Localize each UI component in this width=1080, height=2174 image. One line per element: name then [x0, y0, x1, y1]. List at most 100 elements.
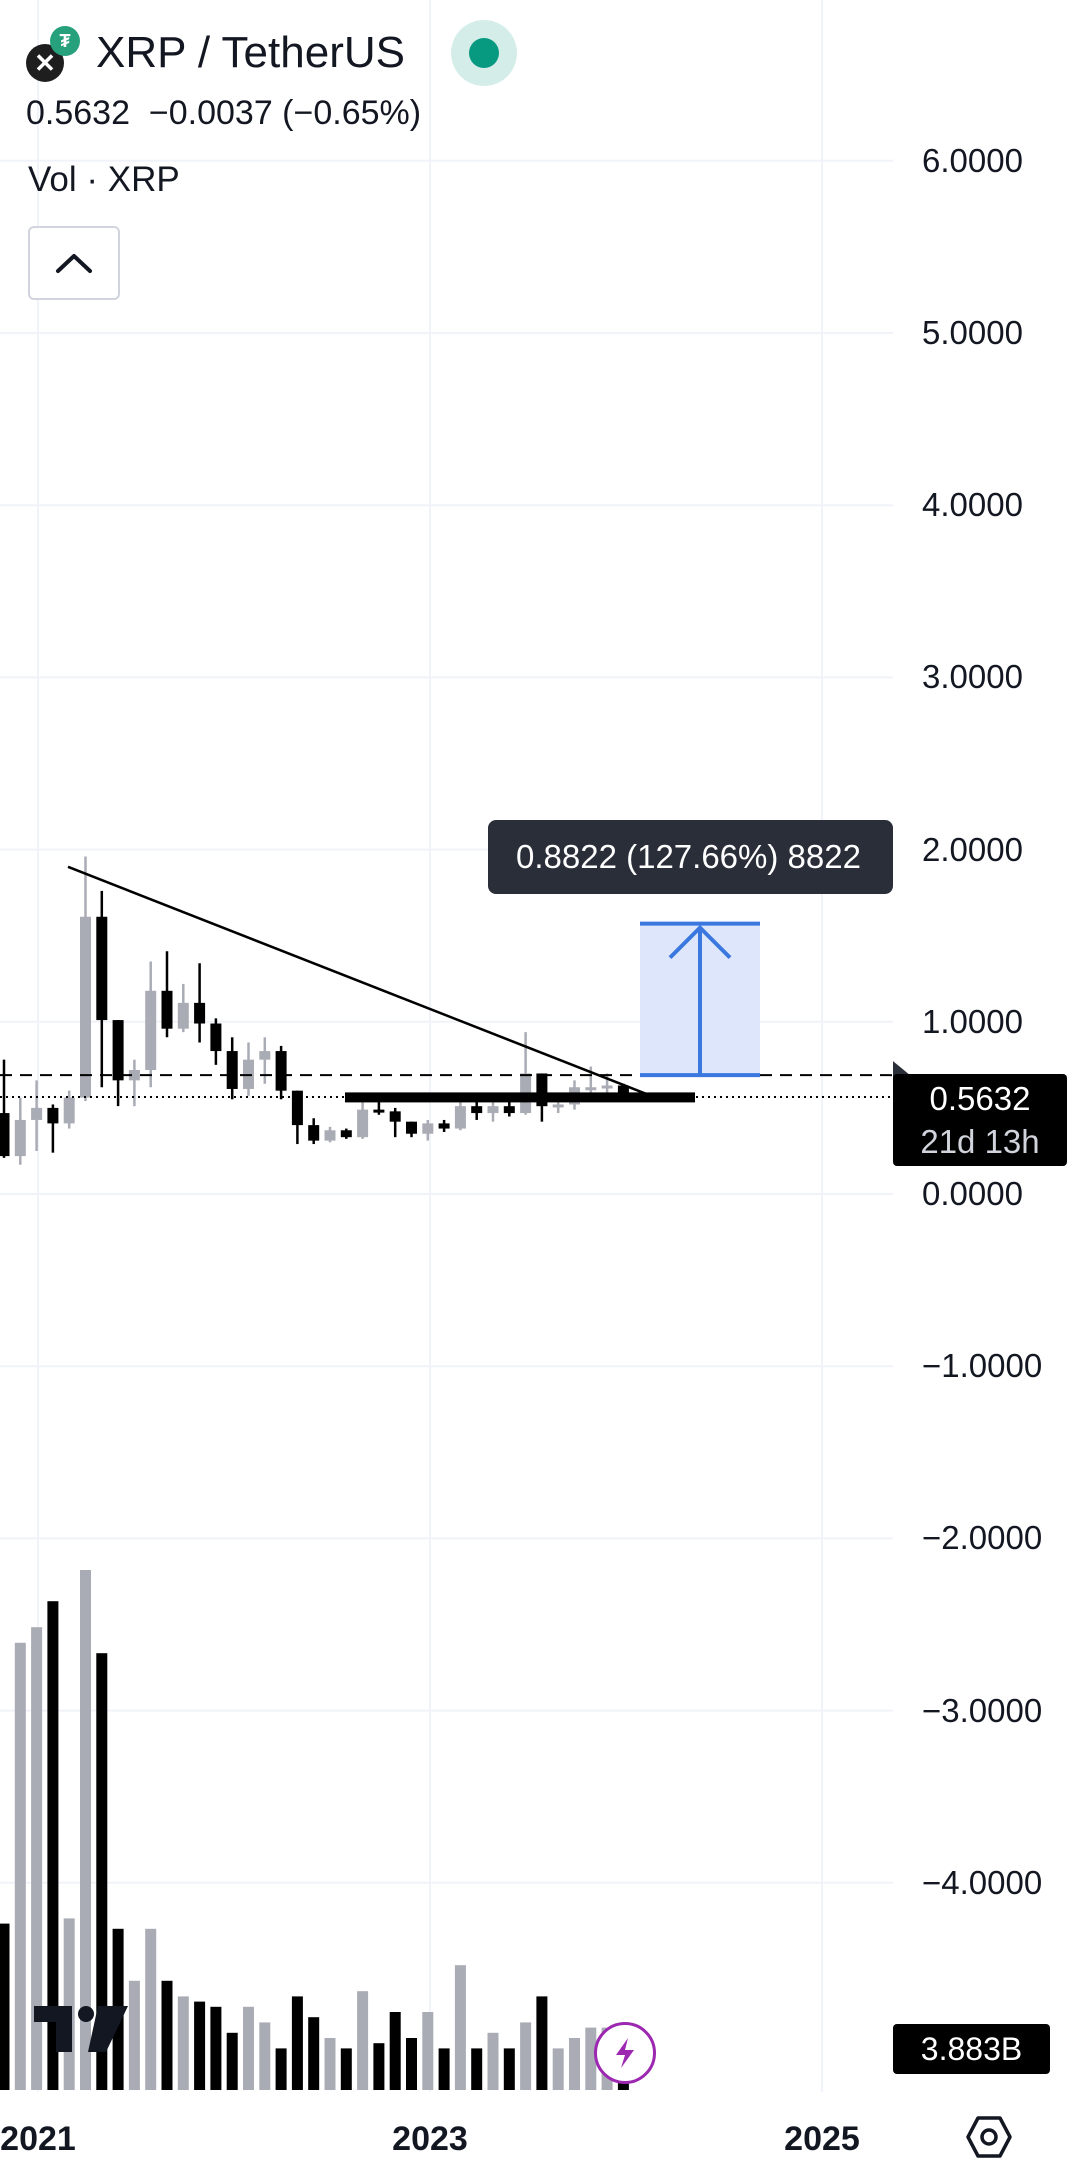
symbol-name[interactable]: XRP / TetherUS — [96, 28, 405, 77]
x-axis-label: 2023 — [392, 2120, 468, 2158]
volume-bar — [585, 2027, 597, 2090]
candle-body — [340, 1130, 352, 1138]
tradingview-logo[interactable] — [32, 2000, 132, 2058]
y-axis-label: 4.0000 — [922, 486, 1023, 524]
candle-body — [454, 1106, 466, 1129]
last-price-label: 0.5632 21d 13h — [893, 1074, 1067, 1166]
volume-bar — [422, 2012, 434, 2090]
volume-bar — [0, 1923, 10, 2090]
candle-body — [145, 990, 157, 1071]
chevron-up-icon — [56, 254, 92, 273]
bar-countdown: 21d 13h — [920, 1123, 1040, 1160]
price-change: 0.5632 −0.0037 (−0.65%) — [26, 94, 422, 132]
volume-bar — [340, 2048, 352, 2090]
candle-body — [357, 1109, 369, 1138]
candle-body — [177, 1002, 189, 1029]
candle-body — [308, 1125, 320, 1141]
y-axis-label: −1.0000 — [922, 1347, 1043, 1385]
collapse-legend-button[interactable] — [28, 226, 120, 300]
candle-body — [275, 1051, 287, 1091]
x-axis-label: 2025 — [784, 2120, 860, 2158]
candle-body — [112, 1020, 124, 1081]
candle-body — [487, 1106, 499, 1114]
candle-body — [80, 916, 91, 1098]
y-axis-label: −4.0000 — [922, 1863, 1043, 1901]
candle-body — [226, 1051, 238, 1089]
market-open-dot — [468, 38, 499, 68]
candle-body — [617, 1085, 629, 1098]
volume-bar — [536, 1996, 548, 2090]
volume-bar — [471, 2048, 483, 2090]
volume-bar — [194, 2001, 206, 2090]
y-axis-label: 5.0000 — [922, 314, 1023, 351]
candle-body — [552, 1104, 564, 1108]
range-box — [345, 1092, 695, 1103]
volume-bar — [259, 2022, 271, 2090]
volume-bar — [552, 2048, 564, 2090]
volume-bar — [243, 2006, 254, 2090]
settings-icon[interactable] — [966, 2114, 1012, 2160]
market-status-indicator[interactable] — [450, 20, 517, 86]
volume-bar — [128, 1980, 140, 2090]
candle-body — [601, 1085, 613, 1089]
y-axis-label: −3.0000 — [922, 1691, 1043, 1729]
candlesticks — [0, 856, 629, 1165]
volume-bar — [503, 2048, 515, 2090]
lightning-icon — [616, 2038, 634, 2068]
candle-body — [422, 1123, 434, 1134]
candle-body — [194, 1002, 206, 1024]
volume-bar — [275, 2048, 287, 2090]
tether-icon: ₮ — [50, 26, 80, 56]
last-price-value: 0.5632 — [929, 1080, 1031, 1117]
candle-body — [259, 1051, 271, 1060]
y-axis-label: 3.0000 — [922, 658, 1023, 696]
volume-bar — [389, 2012, 401, 2090]
y-axis-label: 6.0000 — [922, 141, 1023, 179]
volume-bar — [161, 1980, 173, 2090]
volume-bar — [177, 1996, 189, 2090]
y-axis-label: 1.0000 — [922, 1002, 1023, 1040]
trendline — [67, 865, 661, 1101]
volume-bar — [31, 1627, 43, 2090]
candle-body — [63, 1097, 75, 1124]
volume-bar — [569, 2038, 580, 2090]
volume-legend[interactable]: Vol · XRP — [28, 160, 180, 199]
candle-body — [291, 1090, 303, 1126]
volume-bar — [291, 1996, 303, 2090]
volume-bar — [47, 1601, 59, 2090]
candle-body — [471, 1106, 483, 1114]
volume-bar — [373, 2043, 385, 2090]
y-axis-label: −2.0000 — [922, 1519, 1043, 1557]
volume-bar — [96, 1653, 108, 2090]
volume-value-label: 3.883B — [893, 2024, 1050, 2074]
volume-bar — [324, 2038, 336, 2090]
candle-body — [0, 1113, 10, 1157]
volume-bar — [145, 1928, 157, 2090]
candle-body — [128, 1070, 140, 1081]
candle-body — [536, 1073, 548, 1107]
volume-bar — [14, 1642, 26, 2090]
volume-bar — [357, 1991, 369, 2090]
candle-body — [324, 1130, 336, 1141]
symbol-header[interactable]: ✕ ₮ XRP / TetherUS — [26, 18, 517, 88]
measure-arrow-head — [668, 924, 732, 960]
symbol-icon: ✕ ₮ — [26, 22, 88, 84]
y-axis-label: 0.0000 — [922, 1175, 1023, 1212]
candle-body — [161, 990, 173, 1029]
candle-body — [585, 1087, 597, 1091]
volume-bar — [80, 1570, 91, 2090]
candle-body — [210, 1023, 222, 1052]
volume-bar — [454, 1965, 466, 2090]
candle-body — [14, 1119, 26, 1157]
lightning-button[interactable] — [594, 2022, 656, 2084]
candle-body — [406, 1121, 417, 1134]
candle-body — [47, 1107, 59, 1124]
y-axis-label: 2.0000 — [922, 830, 1023, 868]
volume-bar — [520, 2022, 532, 2090]
volume-bar — [63, 1918, 75, 2090]
volume-bar — [210, 2006, 222, 2090]
drawings — [0, 865, 910, 1103]
candle-body — [438, 1123, 450, 1129]
candle-body — [31, 1107, 43, 1120]
